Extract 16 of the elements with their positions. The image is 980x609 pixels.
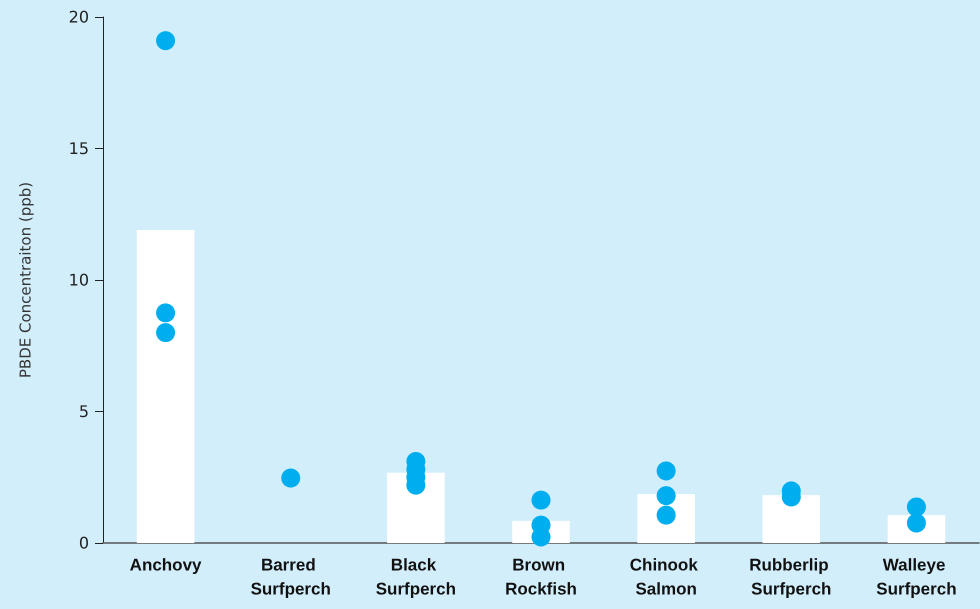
x-tick-label: Rubberlip Surfperch	[749, 556, 834, 598]
y-tick-label: 5	[78, 402, 89, 421]
y-tick-label: 0	[78, 534, 89, 552]
x-tick-label: Walleye Surfperch	[876, 556, 957, 598]
x-tick-label: Anchovy	[130, 556, 202, 574]
x-tick-label: Chinook Salmon	[630, 556, 702, 598]
bar	[387, 472, 445, 543]
x-tick-label: Barred Surfperch	[250, 556, 331, 598]
y-tick-label: 10	[68, 270, 89, 290]
x-tick-label: Black Surfperch	[376, 556, 456, 598]
bar	[762, 495, 820, 543]
y-tick-label: 15	[68, 139, 89, 158]
x-tick-label: Brown Rockfish	[505, 556, 577, 598]
bar	[136, 230, 194, 543]
y-axis-title: PBDE Concentraiton (ppb)	[16, 182, 34, 378]
y-tick-label: 20	[68, 8, 89, 26]
